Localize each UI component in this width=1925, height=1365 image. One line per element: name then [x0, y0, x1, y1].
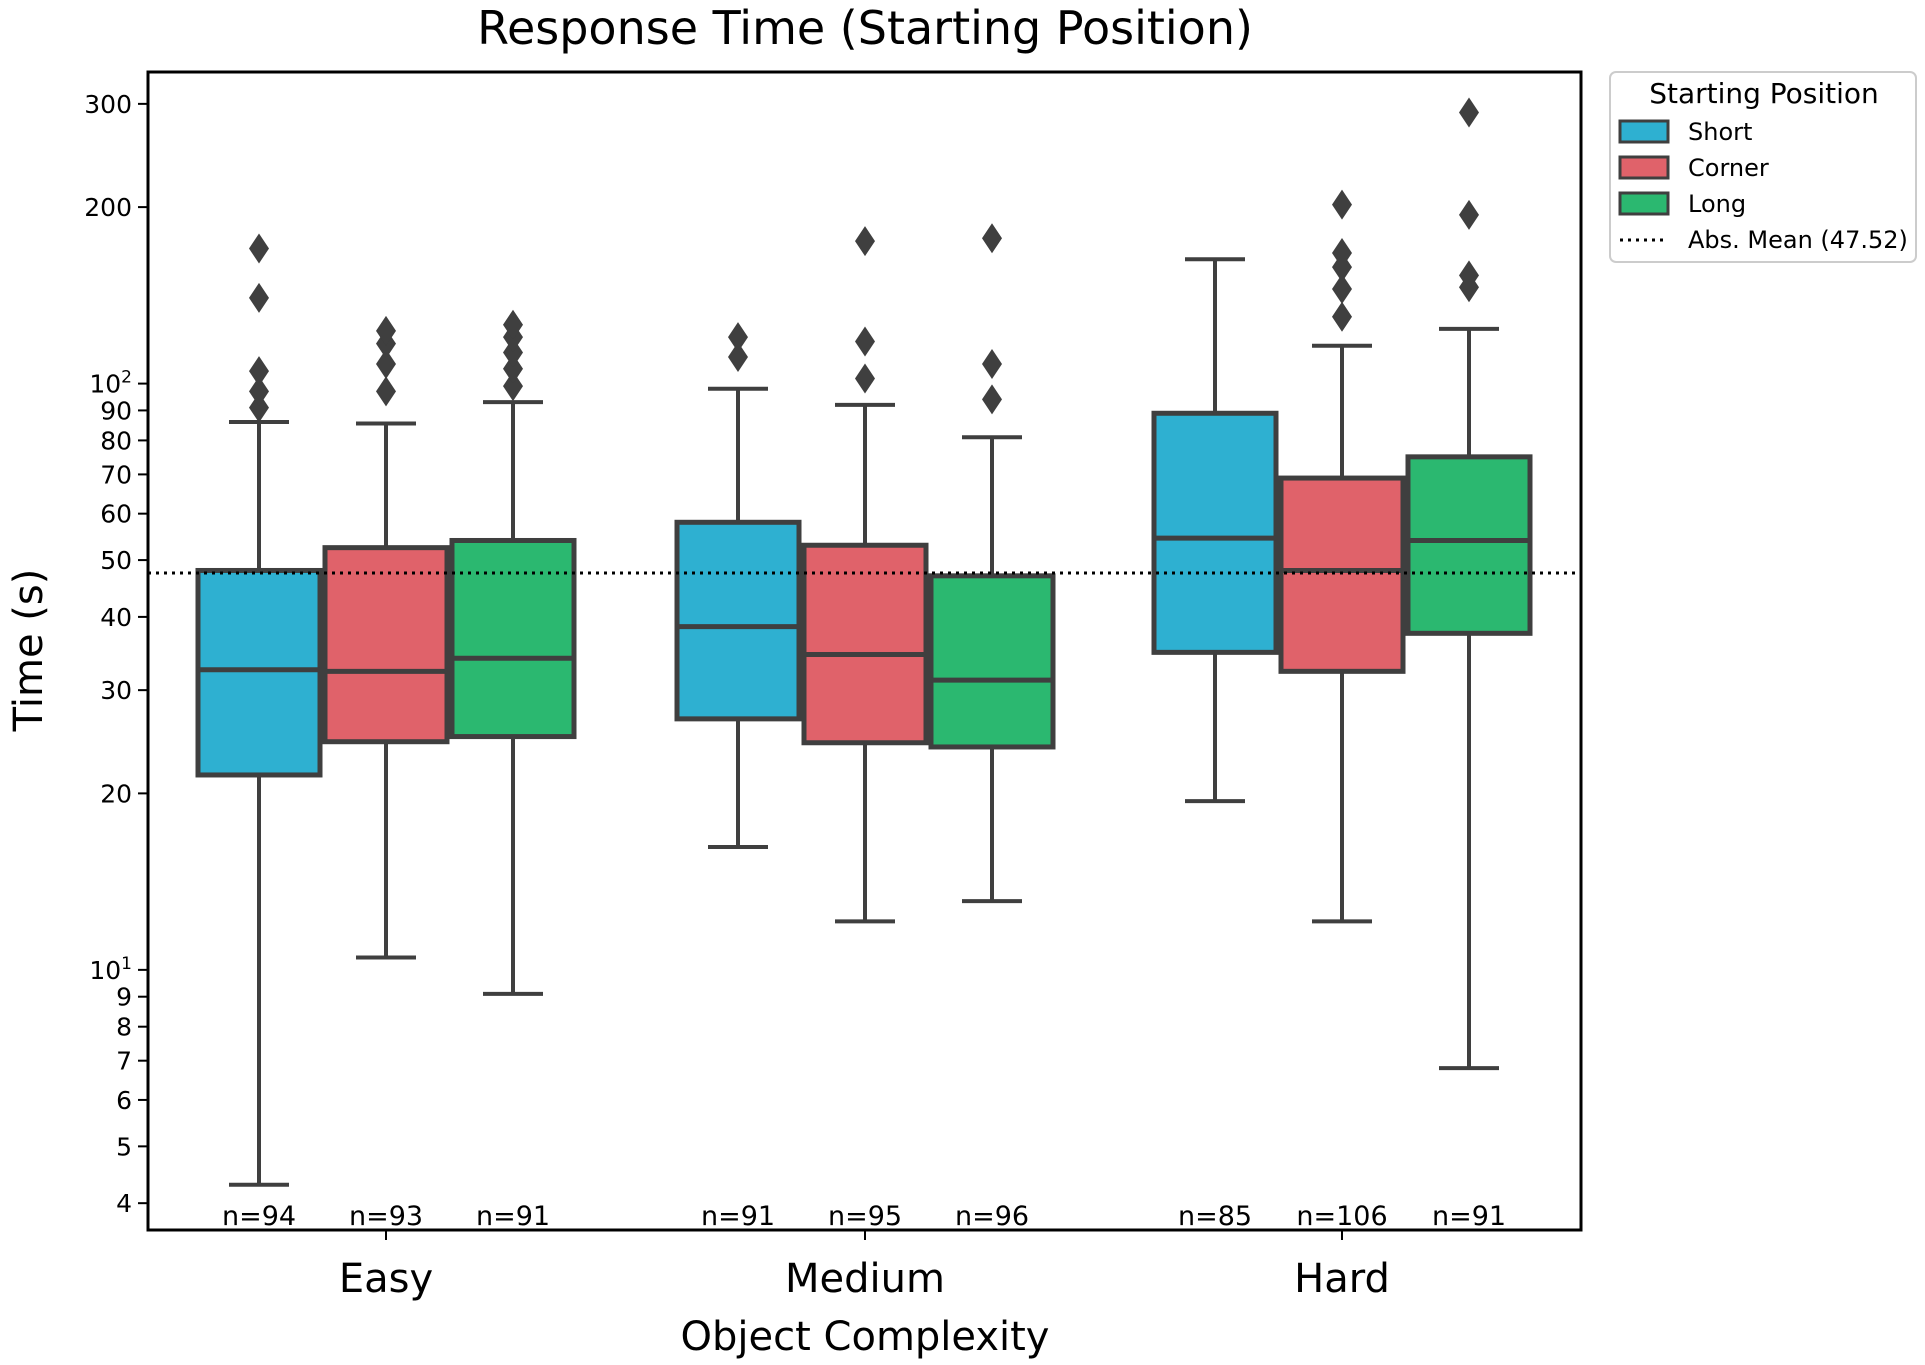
legend-swatch-long: [1618, 191, 1670, 216]
outlier-point: [855, 363, 875, 394]
outlier-point: [728, 342, 748, 373]
legend-swatch-corner: [1618, 155, 1670, 180]
x-tick-label-hard: Hard: [1294, 1256, 1390, 1302]
y-tick-label: 6: [116, 1086, 132, 1115]
count-label: n=95: [828, 1201, 902, 1232]
outlier-point: [503, 309, 523, 340]
count-label: n=106: [1296, 1201, 1387, 1232]
y-tick-label: 7: [116, 1047, 132, 1076]
outlier-point: [1332, 189, 1352, 220]
box-long-hard: n=91: [1405, 97, 1533, 1232]
outlier-point: [1459, 97, 1479, 128]
box-corner-medium: n=95: [801, 226, 929, 1232]
y-tick-label: 9: [116, 983, 132, 1012]
count-label: n=93: [349, 1201, 423, 1232]
plot-area: n=94 n=91 n=85 n=93 n=95 n=106 n=91 n=96 n=91: [148, 97, 1581, 1232]
outlier-point: [1459, 199, 1479, 230]
plot-frame: [146, 70, 1583, 1232]
outlier-point: [249, 282, 269, 313]
outlier-point: [1332, 238, 1352, 269]
outlier-point: [376, 348, 396, 379]
box-body: [1151, 410, 1279, 655]
x-tick-label-easy: Easy: [339, 1256, 433, 1302]
y-tick-label: 90: [100, 396, 132, 425]
y-tick-label: 30: [100, 676, 132, 705]
legend-label-short: Short: [1688, 118, 1752, 146]
box-body: [1278, 475, 1406, 674]
box-long-medium: n=96: [928, 223, 1056, 1232]
box-body: [1405, 454, 1533, 636]
outlier-point: [376, 315, 396, 346]
count-label: n=91: [476, 1201, 550, 1232]
count-label: n=94: [222, 1201, 296, 1232]
box-corner-hard: n=106: [1278, 189, 1406, 1232]
outlier-point: [855, 226, 875, 257]
legend-label-corner: Corner: [1688, 154, 1769, 182]
legend-label-mean: Abs. Mean (47.52): [1688, 226, 1908, 254]
box-body: [195, 567, 323, 778]
box-short-medium: n=91: [674, 322, 802, 1232]
box-body: [801, 542, 929, 746]
y-tick-label: 50: [100, 546, 132, 575]
box-long-easy: n=91: [449, 309, 577, 1232]
outlier-point: [503, 371, 523, 402]
y-tick-label: 300: [84, 90, 132, 119]
count-label: n=91: [1432, 1201, 1506, 1232]
y-tick-label: 20: [100, 779, 132, 808]
outlier-point: [503, 353, 523, 384]
outlier-point: [982, 384, 1002, 415]
legend-swatch-short: [1618, 119, 1670, 144]
legend-frame: [1609, 71, 1917, 263]
x-axis-title: Object Complexity: [681, 1314, 1050, 1360]
y-tick-label: 5: [116, 1132, 132, 1161]
outlier-point: [1332, 273, 1352, 304]
count-label: n=85: [1178, 1201, 1252, 1232]
outlier-point: [503, 337, 523, 368]
count-label: n=91: [701, 1201, 775, 1232]
chart-title: Response Time (Starting Position): [477, 1, 1253, 55]
outlier-point: [728, 322, 748, 353]
y-tick-label: 40: [100, 603, 132, 632]
y-tick-label: 200: [84, 193, 132, 222]
outlier-point: [249, 233, 269, 264]
y-tick-label: 4: [116, 1189, 132, 1218]
y-axis-title: Time (s): [6, 569, 52, 733]
y-tick-label: 60: [100, 500, 132, 529]
legend-label-long: Long: [1688, 190, 1746, 218]
box-body: [449, 537, 577, 740]
box-body: [928, 573, 1056, 750]
x-axis: Easy Medium Hard: [339, 1230, 1390, 1302]
box-short-hard: n=85: [1151, 257, 1279, 1232]
outlier-point: [1332, 301, 1352, 332]
box-short-easy: n=94: [195, 233, 323, 1232]
outlier-point: [982, 348, 1002, 379]
outlier-point: [249, 376, 269, 407]
box-corner-easy: n=93: [322, 315, 450, 1232]
count-label: n=96: [955, 1201, 1029, 1232]
outlier-point: [249, 392, 269, 423]
legend-title: Starting Position: [1649, 77, 1879, 110]
y-tick-label: 101: [89, 954, 132, 985]
box-body: [674, 519, 802, 722]
outlier-point: [855, 326, 875, 357]
x-tick-label-medium: Medium: [785, 1256, 945, 1302]
y-tick-label: 70: [100, 460, 132, 489]
y-tick-label: 8: [116, 1013, 132, 1042]
y-tick-label: 80: [100, 426, 132, 455]
outlier-point: [376, 376, 396, 407]
outlier-point: [249, 356, 269, 387]
box-body: [322, 545, 450, 745]
legend: Starting Position Short Corner Long Abs.…: [1609, 71, 1917, 263]
y-tick-label: 102: [89, 368, 132, 399]
outlier-point: [1459, 260, 1479, 291]
outlier-point: [982, 223, 1002, 254]
